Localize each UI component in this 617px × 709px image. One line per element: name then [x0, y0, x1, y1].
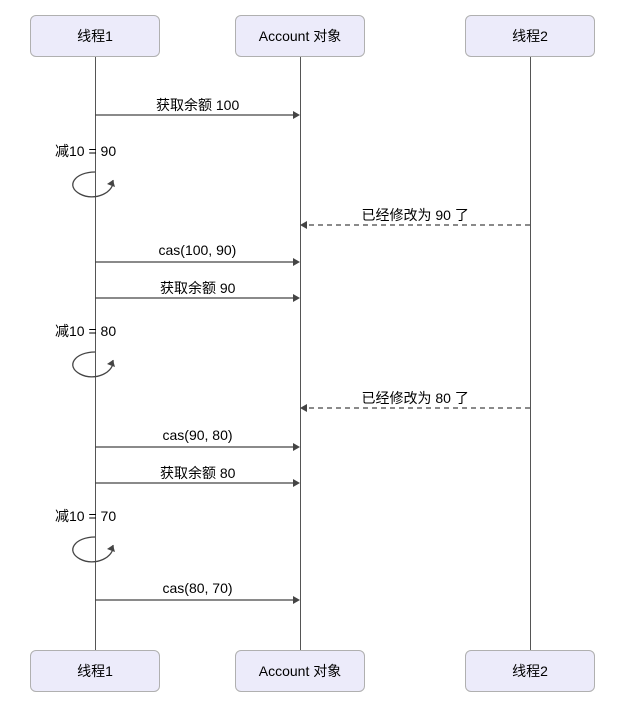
message-label: 获取余额 100 [156, 95, 239, 115]
message-label: 已经修改为 80 了 [362, 388, 469, 408]
self-message-label: 减10 = 80 [55, 321, 116, 341]
sequence-diagram: 线程1线程1Account 对象Account 对象线程2线程2获取余额 100… [0, 0, 617, 709]
message-label: 已经修改为 90 了 [362, 205, 469, 225]
message-label: cas(90, 80) [163, 427, 233, 443]
self-message-label: 减10 = 70 [55, 506, 116, 526]
message-label: cas(100, 90) [159, 242, 237, 258]
message-label: 获取余额 90 [160, 278, 235, 298]
message-label: 获取余额 80 [160, 463, 235, 483]
arrows-layer [0, 0, 617, 709]
message-label: cas(80, 70) [163, 580, 233, 596]
self-message-label: 减10 = 90 [55, 141, 116, 161]
